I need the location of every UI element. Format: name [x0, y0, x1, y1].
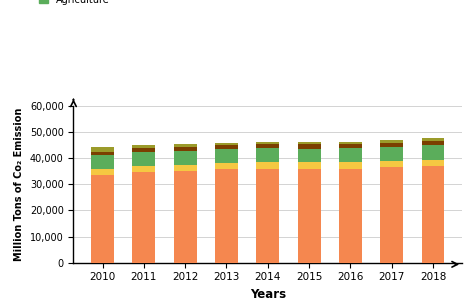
Bar: [174, 151, 197, 165]
Bar: [174, 144, 197, 147]
Bar: [215, 169, 238, 263]
Bar: [174, 147, 197, 151]
Bar: [381, 167, 403, 263]
Y-axis label: Million Tons of Co₂ Emission: Million Tons of Co₂ Emission: [14, 108, 24, 261]
Bar: [215, 146, 238, 149]
Bar: [298, 142, 320, 144]
Bar: [91, 169, 114, 175]
Bar: [215, 143, 238, 146]
Bar: [339, 162, 362, 169]
Bar: [381, 140, 403, 143]
Bar: [91, 152, 114, 156]
Bar: [132, 166, 155, 172]
Bar: [298, 162, 320, 169]
Bar: [132, 172, 155, 263]
Bar: [256, 162, 279, 169]
Bar: [91, 156, 114, 169]
Bar: [174, 165, 197, 171]
Bar: [339, 142, 362, 144]
Bar: [91, 175, 114, 263]
Bar: [256, 169, 279, 263]
Legend: Energy, Industrial Processes, Agriculture, Waste, Land-Use Change and Forestry: Energy, Industrial Processes, Agricultur…: [39, 0, 335, 5]
Bar: [422, 138, 445, 141]
Bar: [339, 148, 362, 162]
Bar: [298, 149, 320, 162]
Bar: [422, 146, 445, 160]
Bar: [298, 169, 320, 263]
Bar: [256, 144, 279, 148]
X-axis label: Years: Years: [250, 288, 286, 301]
Bar: [132, 152, 155, 166]
Bar: [215, 149, 238, 163]
Bar: [381, 147, 403, 161]
Bar: [381, 143, 403, 147]
Bar: [256, 142, 279, 144]
Bar: [381, 161, 403, 167]
Bar: [339, 169, 362, 263]
Bar: [91, 146, 114, 152]
Bar: [422, 166, 445, 263]
Bar: [422, 141, 445, 146]
Bar: [298, 144, 320, 149]
Bar: [132, 146, 155, 148]
Bar: [174, 171, 197, 263]
Bar: [422, 160, 445, 166]
Bar: [256, 148, 279, 162]
Bar: [215, 163, 238, 169]
Bar: [132, 148, 155, 152]
Bar: [339, 144, 362, 148]
